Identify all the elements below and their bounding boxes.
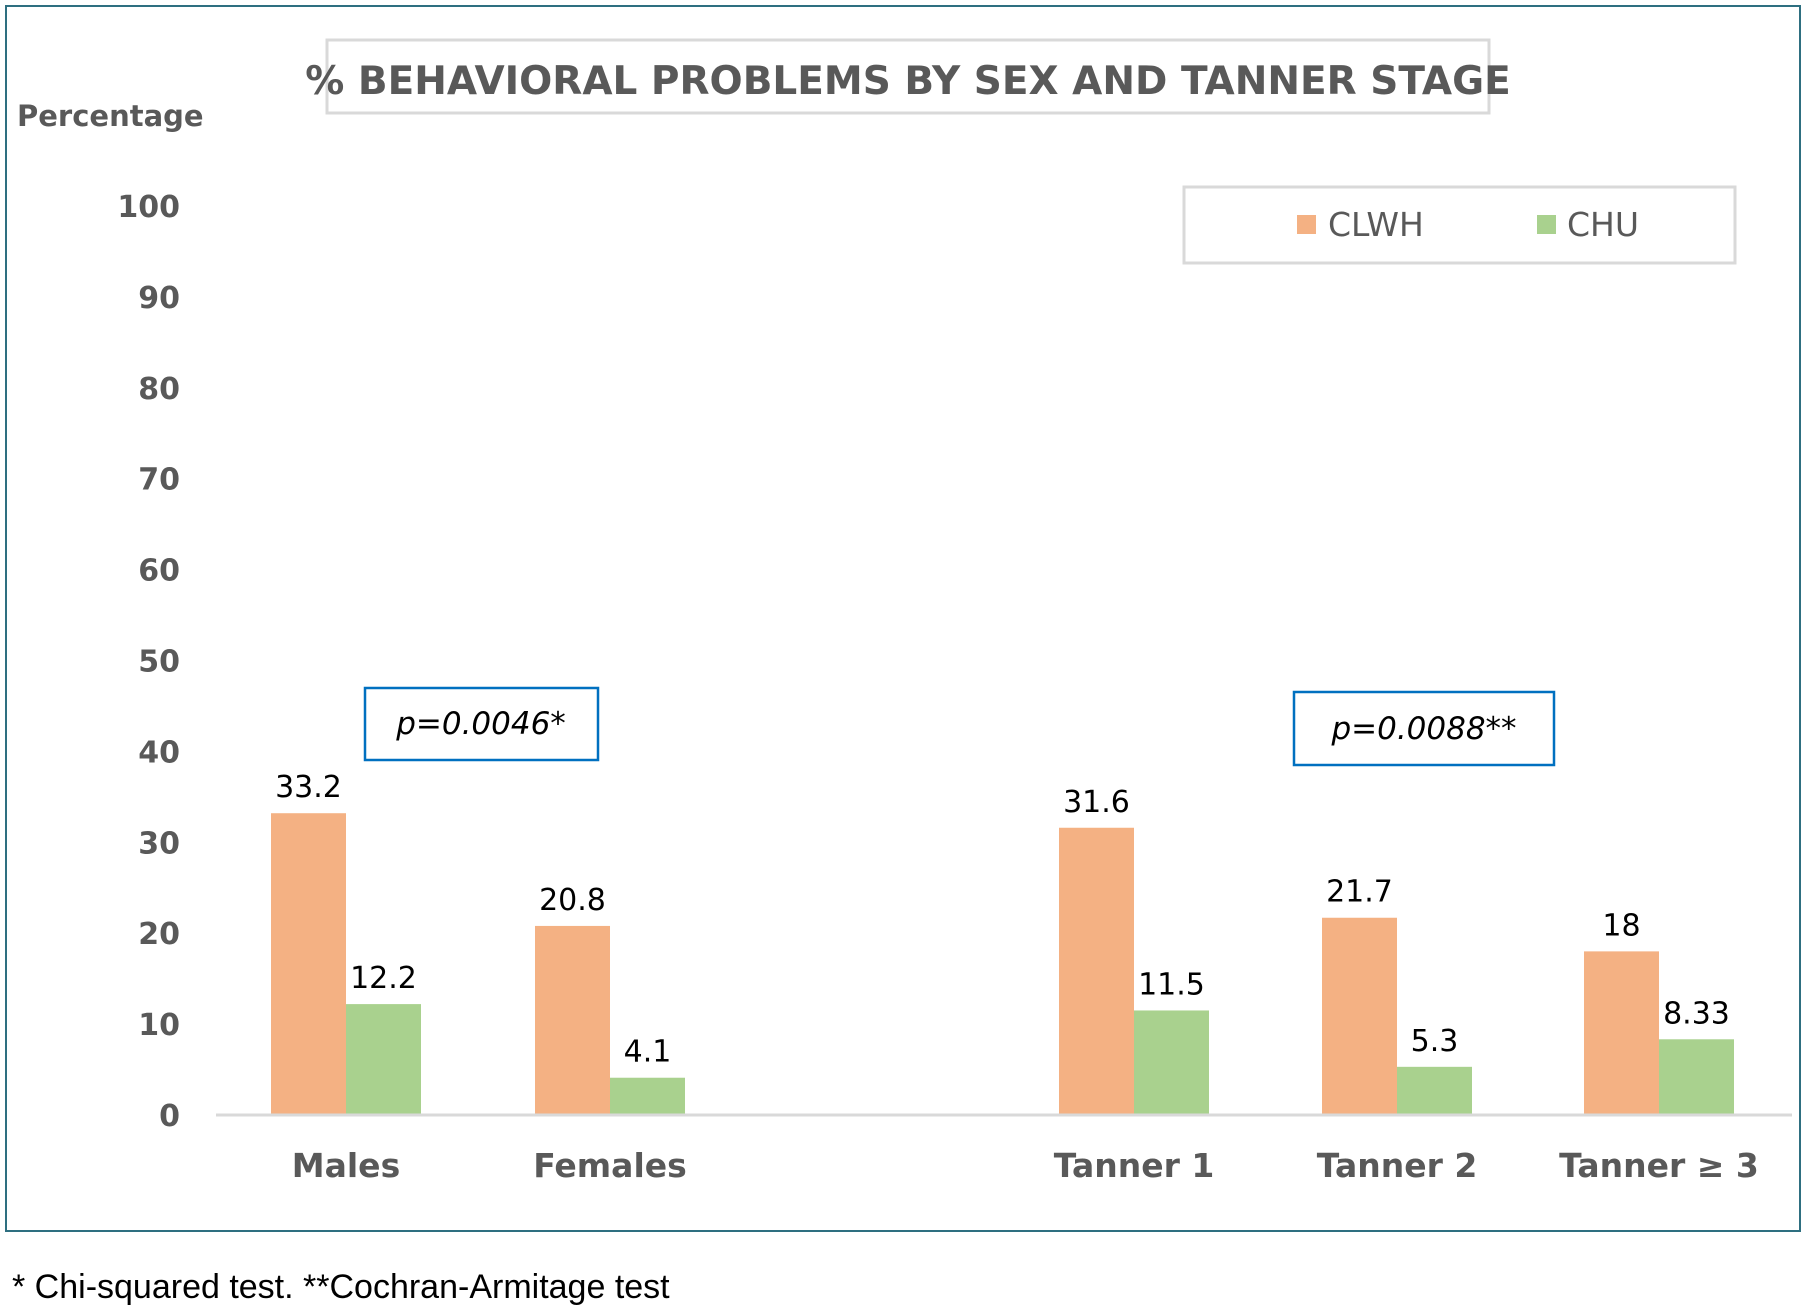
bar-clwh [1322, 917, 1397, 1115]
bar-chu [1397, 1066, 1472, 1115]
category-label: Males [292, 1146, 400, 1185]
y-tick-label: 70 [138, 463, 180, 498]
category-label: Tanner ≥ 3 [1559, 1146, 1759, 1185]
y-tick-label: 80 [138, 372, 180, 407]
y-axis-ticks: 0 10 20 30 40 50 60 70 80 90 100 [117, 190, 180, 1134]
legend-label-chu: CHU [1567, 205, 1639, 244]
data-label-chu: 8.33 [1663, 996, 1730, 1031]
y-tick-label: 40 [138, 735, 180, 770]
y-tick-label: 0 [159, 1099, 180, 1134]
legend-box [1182, 185, 1737, 265]
y-tick-label: 20 [138, 917, 180, 952]
legend-swatch-chu [1537, 215, 1556, 234]
bars [271, 813, 1734, 1115]
p-value-tanner: p=0.0088** [1330, 711, 1516, 747]
chart-frame [5, 5, 1801, 1232]
data-label-chu: 11.5 [1138, 967, 1205, 1002]
category-labels: Males Females Tanner 1 Tanner 2 Tanner ≥ 3 [292, 1146, 1759, 1185]
y-tick-label: 90 [138, 281, 180, 316]
y-tick-label: 50 [138, 645, 180, 680]
p-value-sex: p=0.0046* [395, 706, 566, 742]
bar-chu [610, 1077, 685, 1115]
data-label-chu: 4.1 [624, 1035, 672, 1070]
y-tick-label: 30 [138, 826, 180, 861]
bar-chu [1659, 1039, 1734, 1115]
bar-chu [1134, 1010, 1209, 1115]
y-tick-label: 100 [117, 190, 180, 225]
data-label-chu: 5.3 [1411, 1024, 1459, 1059]
y-tick-label: 10 [138, 1008, 180, 1043]
y-tick-label: 60 [138, 554, 180, 589]
category-label: Tanner 1 [1054, 1146, 1215, 1185]
bar-chu [346, 1004, 421, 1115]
y-axis-label: Percentage [17, 99, 204, 133]
footnote: * Chi-squared test. **Cochran-Armitage t… [12, 1268, 670, 1306]
chart-title: % BEHAVIORAL PROBLEMS BY SEX AND TANNER … [305, 59, 1511, 104]
bar-clwh [535, 925, 610, 1115]
category-label: Females [533, 1146, 687, 1185]
data-labels: 33.2 12.2 20.8 4.1 31.6 11.5 21.7 5.3 18 8.33 [275, 770, 1730, 1070]
data-label-clwh: 18 [1602, 908, 1640, 943]
title-box [325, 38, 1491, 115]
bar-chart: % BEHAVIORAL PROBLEMS BY SEX AND TANNER … [17, 38, 1792, 1185]
category-label: Tanner 2 [1317, 1146, 1478, 1185]
p-value-box-tanner [1292, 690, 1556, 767]
data-label-clwh: 20.8 [539, 883, 606, 918]
bar-clwh [271, 813, 346, 1115]
data-label-clwh: 31.6 [1063, 785, 1130, 820]
data-label-clwh: 21.7 [1326, 875, 1393, 910]
data-label-chu: 12.2 [350, 961, 417, 996]
bar-clwh [1059, 827, 1134, 1115]
legend-label-clwh: CLWH [1328, 205, 1424, 244]
p-value-box-sex [363, 686, 600, 762]
bar-clwh [1584, 951, 1659, 1115]
data-label-clwh: 33.2 [275, 770, 342, 805]
legend-swatch-clwh [1297, 215, 1316, 234]
